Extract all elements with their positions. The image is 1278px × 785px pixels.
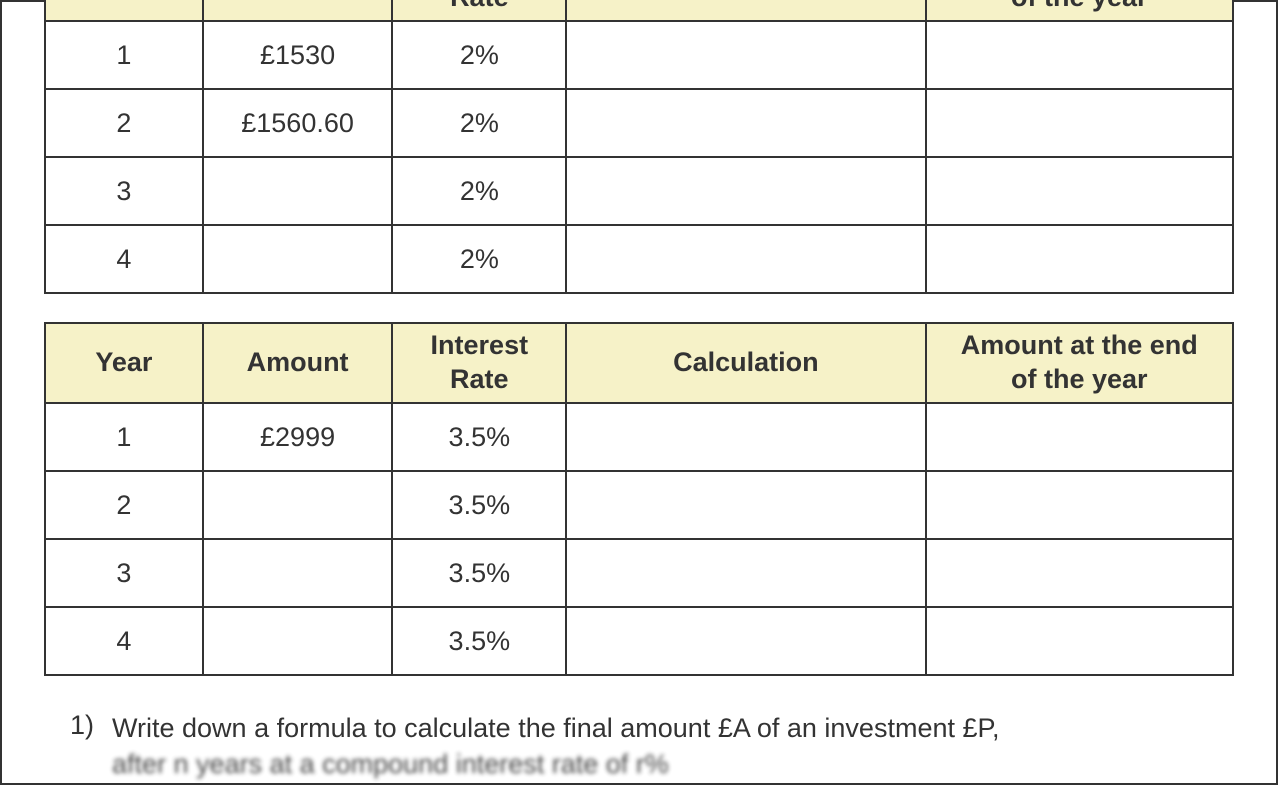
header-calc: Calculation [566,323,925,403]
cell-rate: 2% [392,225,566,293]
cell-calc [566,403,925,471]
cell-calc [566,225,925,293]
header-rate: Interest Rate [392,323,566,403]
question-1: 1) Write down a formula to calculate the… [70,710,1236,783]
table-row: 3 2% [45,157,1233,225]
question-text: Write down a formula to calculate the fi… [112,710,1000,783]
interest-table-2: Year Amount Interest Rate Calculation Am… [44,322,1234,676]
cell-amount: £2999 [203,403,393,471]
cell-end [926,471,1233,539]
cell-amount [203,607,393,675]
header-rate: Interest Rate [392,0,566,21]
table-row: 1£15302% [45,21,1233,89]
cell-rate: 3.5% [392,607,566,675]
header-rate-line2: Rate [450,0,509,12]
cell-amount [203,539,393,607]
table-row: 4 3.5% [45,607,1233,675]
cell-rate: 2% [392,157,566,225]
question-line1: Write down a formula to calculate the fi… [112,713,1000,743]
cell-calc [566,157,925,225]
header-rate-line2: Rate [450,364,509,394]
cell-amount [203,471,393,539]
cell-end [926,403,1233,471]
header-calc: Calculation [566,0,925,21]
cell-end [926,225,1233,293]
cell-year: 2 [45,471,203,539]
cell-calc [566,21,925,89]
header-end-line2: of the year [1011,0,1148,12]
cell-calc [566,471,925,539]
cell-amount: £1560.60 [203,89,393,157]
cell-rate: 3.5% [392,539,566,607]
header-amount: Amount [203,323,393,403]
header-amount: Amount [203,0,393,21]
table-row: 3 3.5% [45,539,1233,607]
cell-calc [566,607,925,675]
header-end: Amount at the end of the year [926,323,1233,403]
interest-table-1: Year Amount Interest Rate Calculation Am… [44,0,1234,294]
cell-year: 2 [45,89,203,157]
cell-amount [203,157,393,225]
header-end-line2: of the year [1011,364,1148,394]
header-end: Amount at the end of the year [926,0,1233,21]
cell-year: 4 [45,607,203,675]
cell-end [926,539,1233,607]
table-header-row: Year Amount Interest Rate Calculation Am… [45,323,1233,403]
cell-amount: £1530 [203,21,393,89]
cell-end [926,157,1233,225]
table-row: 1£29993.5% [45,403,1233,471]
question-number: 1) [70,710,94,741]
question-line2: after n years at a compound interest rat… [112,749,669,779]
cell-end [926,607,1233,675]
table-row: 4 2% [45,225,1233,293]
header-year: Year [45,323,203,403]
cell-year: 1 [45,21,203,89]
cell-year: 3 [45,157,203,225]
header-rate-line1: Interest [431,330,529,360]
cell-rate: 2% [392,89,566,157]
table-header-row: Year Amount Interest Rate Calculation Am… [45,0,1233,21]
header-year: Year [45,0,203,21]
cell-end [926,21,1233,89]
cell-calc [566,539,925,607]
cell-rate: 3.5% [392,471,566,539]
cell-amount [203,225,393,293]
cell-end [926,89,1233,157]
header-end-line1: Amount at the end [961,330,1198,360]
cell-year: 4 [45,225,203,293]
cell-rate: 3.5% [392,403,566,471]
table2-body: 1£29993.5%23.5%33.5%43.5% [45,403,1233,675]
worksheet-page: Year Amount Interest Rate Calculation Am… [0,0,1278,785]
cell-rate: 2% [392,21,566,89]
table-row: 2£1560.602% [45,89,1233,157]
table-row: 2 3.5% [45,471,1233,539]
cell-year: 3 [45,539,203,607]
table1-body: 1£15302%2£1560.602%32%42% [45,21,1233,293]
cell-year: 1 [45,403,203,471]
cell-calc [566,89,925,157]
